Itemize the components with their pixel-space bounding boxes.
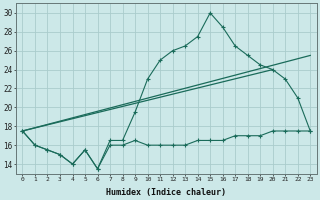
X-axis label: Humidex (Indice chaleur): Humidex (Indice chaleur)	[106, 188, 226, 197]
